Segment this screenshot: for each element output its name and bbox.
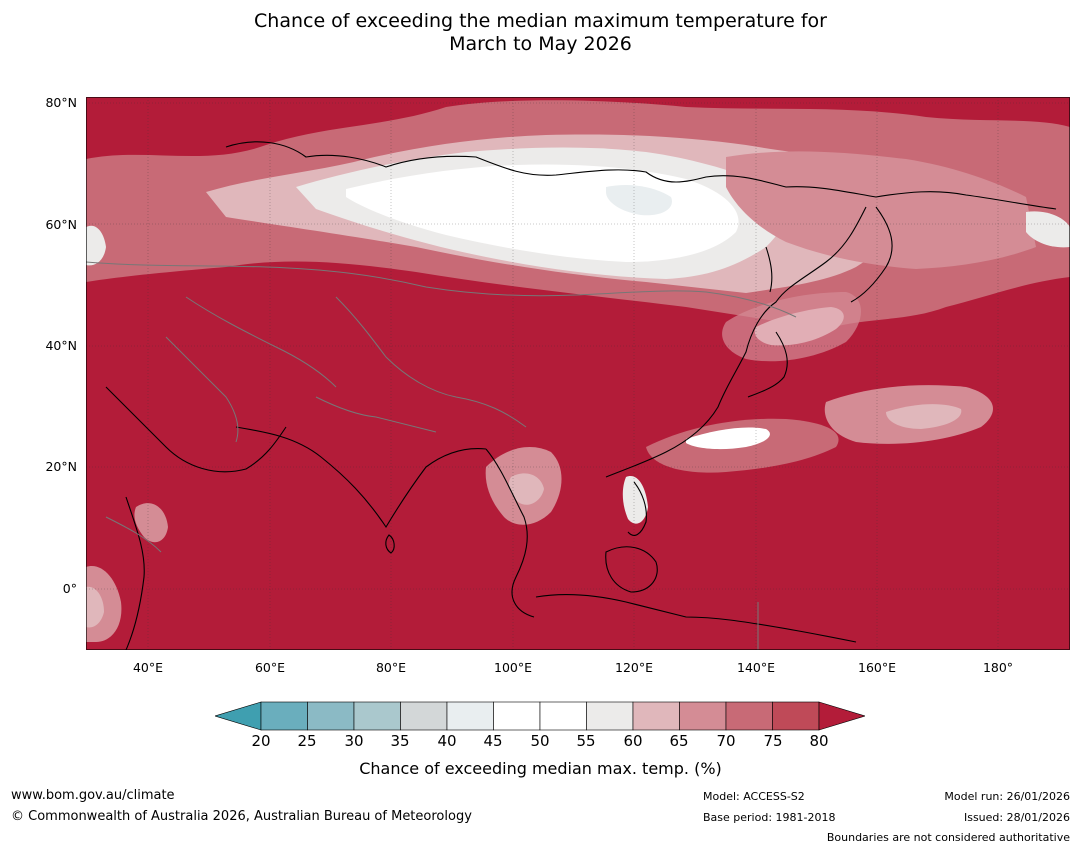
iran-border <box>165 336 239 443</box>
boundaries-disclaimer: Boundaries are not considered authoritat… <box>826 831 1070 844</box>
colorbar-tick-80: 80 <box>809 732 829 750</box>
colorbar-tick-35: 35 <box>390 732 410 750</box>
lon-label-160e: 160°E <box>857 660 897 675</box>
indochina-light <box>508 473 544 505</box>
colorbar-tick-30: 30 <box>344 732 364 750</box>
colorbar-segment <box>632 701 680 731</box>
colorbar-segment <box>725 701 773 731</box>
colorbar-tick-75: 75 <box>763 732 783 750</box>
indonesia-coastline <box>535 594 857 643</box>
country-borders <box>86 261 797 650</box>
colorbar-tick-45: 45 <box>483 732 503 750</box>
colorbar-graphic <box>213 701 867 731</box>
sri-lanka-coastline <box>385 534 395 554</box>
east-asia-coastline <box>605 206 867 478</box>
colorbar-tick-55: 55 <box>576 732 596 750</box>
colorbar-tick-40: 40 <box>437 732 457 750</box>
lat-label-80n: 80°N <box>45 95 77 110</box>
lon-label-120e: 120°E <box>614 660 654 675</box>
south-asia-coastline <box>235 426 487 529</box>
colorbar-segment <box>539 701 587 731</box>
map-frame <box>86 97 1070 650</box>
colorbar-caption: Chance of exceeding median max. temp. (%… <box>359 759 722 778</box>
colorbar-segment <box>493 701 541 731</box>
sakhalin-coast <box>765 246 773 293</box>
lon-label-140e: 140°E <box>736 660 776 675</box>
colorbar-segment <box>446 701 494 731</box>
arabia-coastline <box>105 386 287 473</box>
probability-map <box>86 97 1070 650</box>
colorbar-extend-high <box>818 701 867 731</box>
colorbar-segment <box>353 701 401 731</box>
lon-label-60e: 60°E <box>254 660 286 675</box>
eastern-siberia-pink <box>726 151 1036 269</box>
colorbar-tick-25: 25 <box>297 732 317 750</box>
colorbar-segment <box>307 701 355 731</box>
coastlines <box>105 141 1057 650</box>
pacific-east-light <box>886 404 962 429</box>
russia-south-border <box>86 261 797 318</box>
india-border <box>315 396 437 433</box>
africa-east-coastline <box>125 496 145 650</box>
model-run-date: Model run: 26/01/2026 <box>944 790 1070 803</box>
china-west-border <box>335 296 527 428</box>
colorbar-extend-low <box>213 701 262 731</box>
colorbar-segment <box>679 701 727 731</box>
philippines-light <box>622 476 648 524</box>
lat-label-20n: 20°N <box>45 459 77 474</box>
copyright-text: © Commonwealth of Australia 2026, Austra… <box>11 809 472 824</box>
east-africa-pink <box>134 503 168 543</box>
title-line-2: March to May 2026 <box>449 33 632 55</box>
west-white-patch <box>86 225 106 266</box>
colorbar-tick-60: 60 <box>623 732 643 750</box>
lon-label-180: 180° <box>982 660 1014 675</box>
graticule <box>86 97 1070 650</box>
kamchatka-coast <box>850 206 893 303</box>
central-asia-border <box>185 296 337 388</box>
colorbar <box>213 700 867 732</box>
lat-label-40n: 40°N <box>45 338 77 353</box>
map-panel <box>86 97 1070 650</box>
colorbar-segment <box>772 701 820 731</box>
base-period: Base period: 1981-2018 <box>703 811 836 824</box>
title-line-1: Chance of exceeding the median maximum t… <box>254 10 827 32</box>
model-name: Model: ACCESS-S2 <box>703 790 805 803</box>
colorbar-segment <box>586 701 634 731</box>
southeast-asia-coastline <box>485 448 535 618</box>
siberia-cool-patch <box>606 185 672 216</box>
colorbar-tick-20: 20 <box>251 732 271 750</box>
pacific-white-streak <box>686 427 770 450</box>
japan-pink-halo <box>722 292 861 362</box>
colorbar-tick-50: 50 <box>530 732 550 750</box>
colorbar-tick-70: 70 <box>716 732 736 750</box>
africa-southwest-light <box>86 586 104 628</box>
arctic-coastline <box>225 141 1057 210</box>
lat-label-60n: 60°N <box>45 217 77 232</box>
lon-label-80e: 80°E <box>375 660 407 675</box>
philippines-coastline <box>627 481 647 536</box>
northeast-white-patch <box>1026 211 1070 248</box>
colorbar-segments <box>213 701 867 731</box>
map-title: Chance of exceeding the median maximum t… <box>0 10 1081 56</box>
japan-coastline <box>747 331 788 398</box>
colorbar-segment <box>400 701 448 731</box>
colorbar-tick-65: 65 <box>669 732 689 750</box>
lon-label-100e: 100°E <box>493 660 533 675</box>
issued-date: Issued: 28/01/2026 <box>963 811 1070 824</box>
borneo-coastline <box>605 546 658 593</box>
lon-label-40e: 40°E <box>132 660 164 675</box>
lat-label-0: 0° <box>62 581 77 596</box>
colorbar-segment <box>260 701 308 731</box>
website-link[interactable]: www.bom.gov.au/climate <box>11 788 175 803</box>
africa-border <box>105 516 162 553</box>
